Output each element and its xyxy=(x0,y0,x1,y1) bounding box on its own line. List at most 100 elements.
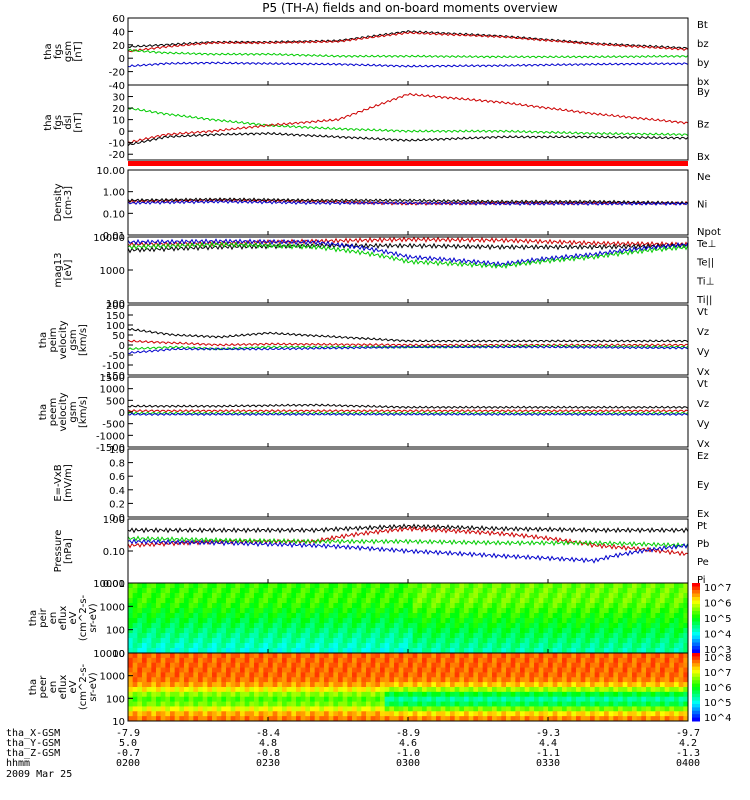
spec-cell xyxy=(128,682,134,688)
spec-cell xyxy=(370,706,376,712)
spec-cell xyxy=(361,633,367,639)
spec-cell xyxy=(674,618,680,624)
spec-cell xyxy=(384,687,390,693)
spec-cell xyxy=(366,657,372,664)
spec-cell xyxy=(412,598,418,604)
spec-cell xyxy=(300,648,306,654)
spec-cell xyxy=(375,696,381,703)
spec-cell xyxy=(244,603,250,609)
spec-cell xyxy=(277,638,283,644)
spec-cell xyxy=(548,623,554,629)
spec-cell xyxy=(254,603,260,609)
spec-cell xyxy=(394,677,400,683)
spec-cell xyxy=(641,701,647,707)
spec-cell xyxy=(226,711,232,717)
spec-cell xyxy=(492,633,498,639)
y-tick-label: 150 xyxy=(106,311,125,322)
spec-cell xyxy=(366,667,372,673)
spec-cell xyxy=(576,598,582,604)
spec-cell xyxy=(440,701,446,707)
spec-cell xyxy=(286,682,292,688)
spec-cell xyxy=(566,701,572,707)
spec-cell xyxy=(501,623,507,629)
spec-cell xyxy=(184,633,190,639)
spec-cell xyxy=(622,583,628,589)
spec-cell xyxy=(524,633,530,639)
spec-cell xyxy=(170,608,176,614)
spec-cell xyxy=(132,648,138,654)
spec-cell xyxy=(562,588,568,594)
y-axis-label: [nT] xyxy=(73,112,84,132)
spec-cell xyxy=(221,696,227,703)
spec-cell xyxy=(375,603,381,609)
spec-cell xyxy=(380,648,386,654)
spec-cell xyxy=(650,696,656,703)
spec-cell xyxy=(506,598,512,604)
spec-cell xyxy=(403,643,409,649)
footer-value: -9.7 xyxy=(676,728,700,739)
spec-cell xyxy=(557,643,563,649)
spec-cell xyxy=(128,628,134,634)
spec-cell xyxy=(669,618,675,624)
spec-cell xyxy=(459,603,465,609)
spec-cell xyxy=(473,701,479,707)
spec-cell xyxy=(426,598,432,604)
spec-cell xyxy=(529,613,535,619)
spec-cell xyxy=(361,598,367,604)
spec-cell xyxy=(576,672,582,678)
spec-cell xyxy=(464,628,470,634)
spec-cell xyxy=(478,588,484,594)
spec-cell xyxy=(506,657,512,664)
spec-cell xyxy=(282,672,288,678)
spec-cell xyxy=(361,716,367,722)
spec-cell xyxy=(179,696,185,703)
spec-cell xyxy=(188,653,194,659)
spec-cell xyxy=(566,613,572,619)
spec-cell xyxy=(403,691,409,698)
spec-cell xyxy=(188,691,194,698)
spec-cell xyxy=(506,653,512,659)
spec-cell xyxy=(674,633,680,639)
spec-cell xyxy=(580,588,586,594)
spec-cell xyxy=(473,643,479,649)
spec-cell xyxy=(338,672,344,678)
spec-cell xyxy=(552,608,558,614)
spec-cell xyxy=(212,706,218,712)
spec-cell xyxy=(515,618,521,624)
spec-cell xyxy=(566,648,572,654)
spec-cell xyxy=(576,701,582,707)
spec-cell xyxy=(151,657,157,664)
spec-cell xyxy=(431,643,437,649)
spec-cell xyxy=(258,657,264,664)
spec-cell xyxy=(669,613,675,619)
spec-cell xyxy=(300,638,306,644)
y-tick-label: 50 xyxy=(112,331,125,342)
spec-cell xyxy=(613,648,619,654)
spec-cell xyxy=(562,598,568,604)
spec-cell xyxy=(375,682,381,688)
spec-cell xyxy=(450,672,456,678)
spec-cell xyxy=(510,603,516,609)
spec-cell xyxy=(221,711,227,717)
spec-cell xyxy=(375,643,381,649)
spec-cell xyxy=(347,711,353,717)
spec-cell xyxy=(352,711,358,717)
spec-cell xyxy=(146,618,152,624)
spec-cell xyxy=(375,608,381,614)
spec-cell xyxy=(566,593,572,599)
spec-cell xyxy=(632,633,638,639)
legend-entry: By xyxy=(697,87,710,98)
y-tick-label: 0.01 xyxy=(103,579,125,590)
spec-cell xyxy=(352,588,358,594)
spec-cell xyxy=(622,677,628,683)
spec-cell xyxy=(132,662,138,669)
spec-cell xyxy=(319,623,325,629)
spec-cell xyxy=(585,701,591,707)
spec-cell xyxy=(137,628,143,634)
spec-cell xyxy=(622,633,628,639)
spec-cell xyxy=(333,593,339,599)
colorbar-segment xyxy=(692,697,700,702)
spec-cell xyxy=(529,657,535,664)
colorbar-segment xyxy=(692,710,700,715)
y-tick-label: 100 xyxy=(106,626,125,637)
